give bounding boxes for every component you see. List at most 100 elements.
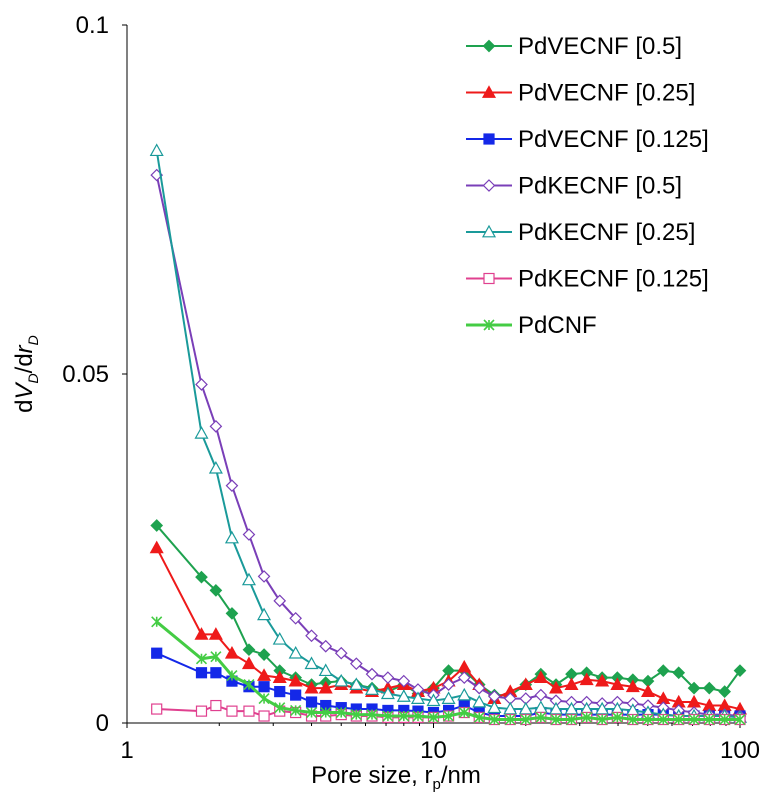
pdcnf-point — [458, 706, 470, 719]
legend-item-pdcnf: PdCNF — [466, 312, 597, 339]
pdcnf-point — [382, 710, 394, 722]
pdvecnf-0-125-point — [151, 647, 163, 659]
pdkecnf-0-25-point — [487, 700, 502, 714]
pdkecnf-0-25-point — [272, 632, 287, 645]
pdvecnf-0-125-point — [258, 681, 270, 693]
plot-area — [149, 143, 748, 726]
legend-label: PdCNF — [518, 312, 597, 339]
pdcnf-point — [473, 711, 485, 723]
pdvecnf-0-5-point — [257, 648, 271, 661]
pdcnf-point — [210, 651, 222, 663]
pdkecnf-0-25-point — [334, 673, 349, 687]
series-pdcnf — [151, 616, 746, 726]
pdkecnf-0-5-point — [225, 479, 239, 493]
pdcnf-point — [642, 713, 654, 726]
x-tick-label: 100 — [720, 737, 760, 764]
legend-label: PdKECNF [0.25] — [518, 219, 695, 246]
legend-pdkecnf-0-125-point — [483, 272, 495, 285]
pdkecnf-0-25-point — [380, 686, 395, 700]
pdkecnf-0-25-point — [208, 460, 223, 474]
x-axis-title: Pore size, rp/nm — [311, 762, 481, 793]
legend-item-pdvecnf-0-5: PdVECNF [0.5] — [466, 33, 682, 60]
legend-item-pdkecnf-0-25: PdKECNF [0.25] — [466, 219, 695, 246]
pdvecnf-0-25-point — [257, 668, 272, 681]
series-pdvecnf-0-5 — [150, 519, 747, 702]
pdvecnf-0-5-point — [702, 681, 716, 695]
pdvecnf-0-5-point — [209, 584, 223, 597]
pdkecnf-0-5-point — [195, 378, 208, 391]
pdkecnf-0-25-point — [257, 607, 272, 621]
pdcnf-point — [550, 713, 562, 726]
pdkecnf-0-5-point — [257, 570, 271, 583]
pdcnf-point — [335, 706, 347, 719]
pdvecnf-0-5-point — [733, 664, 747, 677]
pdkecnf-0-5-point — [319, 639, 333, 653]
pdcnf-point — [703, 713, 715, 726]
pdvecnf-0-25-point — [595, 673, 610, 687]
pdvecnf-0-25-point — [224, 645, 239, 659]
pdkecnf-0-125-point — [151, 703, 163, 715]
pdvecnf-0-125-point — [305, 696, 318, 708]
pdvecnf-0-25-point — [610, 677, 625, 691]
legend-item-pdvecnf-0-25: PdVECNF [0.25] — [466, 80, 695, 107]
pdcnf-point — [398, 710, 410, 722]
pdvecnf-0-125-point — [210, 667, 222, 679]
pdkecnf-0-25-point — [564, 701, 579, 715]
x-tick-label: 10 — [420, 737, 447, 764]
legend-label: PdKECNF [0.125] — [518, 266, 709, 293]
pdcnf-point — [195, 653, 208, 665]
pdkecnf-0-25-point — [194, 426, 209, 439]
pdcnf-point — [274, 702, 286, 714]
pdkecnf-0-25-point — [318, 663, 333, 677]
pdvecnf-0-25-point — [272, 670, 287, 684]
pdkecnf-0-5-point — [242, 528, 256, 541]
pdcnf-point — [673, 713, 685, 726]
pdkecnf-0-25-point — [518, 701, 533, 715]
pdkecnf-0-5-point — [457, 671, 471, 684]
pdvecnf-0-125-point — [274, 685, 286, 698]
pdkecnf-0-25-point — [304, 656, 319, 670]
pdvecnf-0-5-point — [656, 664, 670, 677]
ticks: 1 10 100 0 0.05 0.1 — [62, 12, 760, 764]
pdcnf-point — [151, 616, 163, 628]
legend-item-pdkecnf-0-5: PdKECNF [0.5] — [466, 173, 682, 200]
pdvecnf-0-5-point — [672, 666, 686, 680]
pdkecnf-0-125-point — [258, 710, 270, 722]
pdkecnf-0-5-point — [334, 646, 348, 660]
pdkecnf-0-25-point — [595, 701, 610, 715]
pdkecnf-0-25-point — [241, 572, 256, 586]
pdcnf-point — [581, 711, 593, 723]
pdkecnf-0-25-point — [426, 693, 441, 707]
pdkecnf-0-25-point — [441, 691, 456, 704]
pdcnf-point — [627, 713, 639, 726]
legend-item-pdkecnf-0-125: PdKECNF [0.125] — [466, 266, 709, 293]
pdkecnf-0-5-point — [534, 688, 548, 702]
pdkecnf-0-25-point — [396, 689, 411, 702]
pdkecnf-0-25-point — [457, 687, 472, 701]
series-pdkecnf-0-5 — [150, 168, 747, 723]
pdcnf-point — [488, 713, 500, 726]
pdcnf-point — [719, 713, 731, 726]
pdkecnf-0-5-point — [209, 420, 223, 433]
pdvecnf-0-25-point — [208, 627, 223, 640]
pdkecnf-0-5-point — [289, 611, 302, 625]
pdcnf-point — [243, 679, 255, 691]
pdcnf-point — [305, 706, 318, 719]
pdkecnf-0-5-point — [397, 674, 411, 688]
pdkecnf-0-5-point — [365, 667, 379, 681]
legend-label: PdVECNF [0.25] — [518, 80, 695, 107]
pdkecnf-0-125-point — [195, 705, 208, 717]
pdcnf-point — [565, 713, 578, 726]
pdvecnf-0-25-point — [304, 680, 319, 694]
pdcnf-point — [320, 706, 332, 719]
pdvecnf-0-25-point — [288, 673, 303, 687]
pdkecnf-0-5-line — [155, 174, 741, 718]
pdvecnf-0-25-point — [194, 627, 209, 640]
pdkecnf-0-5-point — [349, 657, 363, 671]
pdvecnf-0-25-point — [149, 540, 164, 554]
pdvecnf-0-5-point — [718, 685, 731, 698]
pdvecnf-0-125-point — [290, 689, 302, 701]
pdvecnf-0-25-point — [533, 670, 548, 684]
legend-pdcnf-point — [483, 319, 495, 331]
